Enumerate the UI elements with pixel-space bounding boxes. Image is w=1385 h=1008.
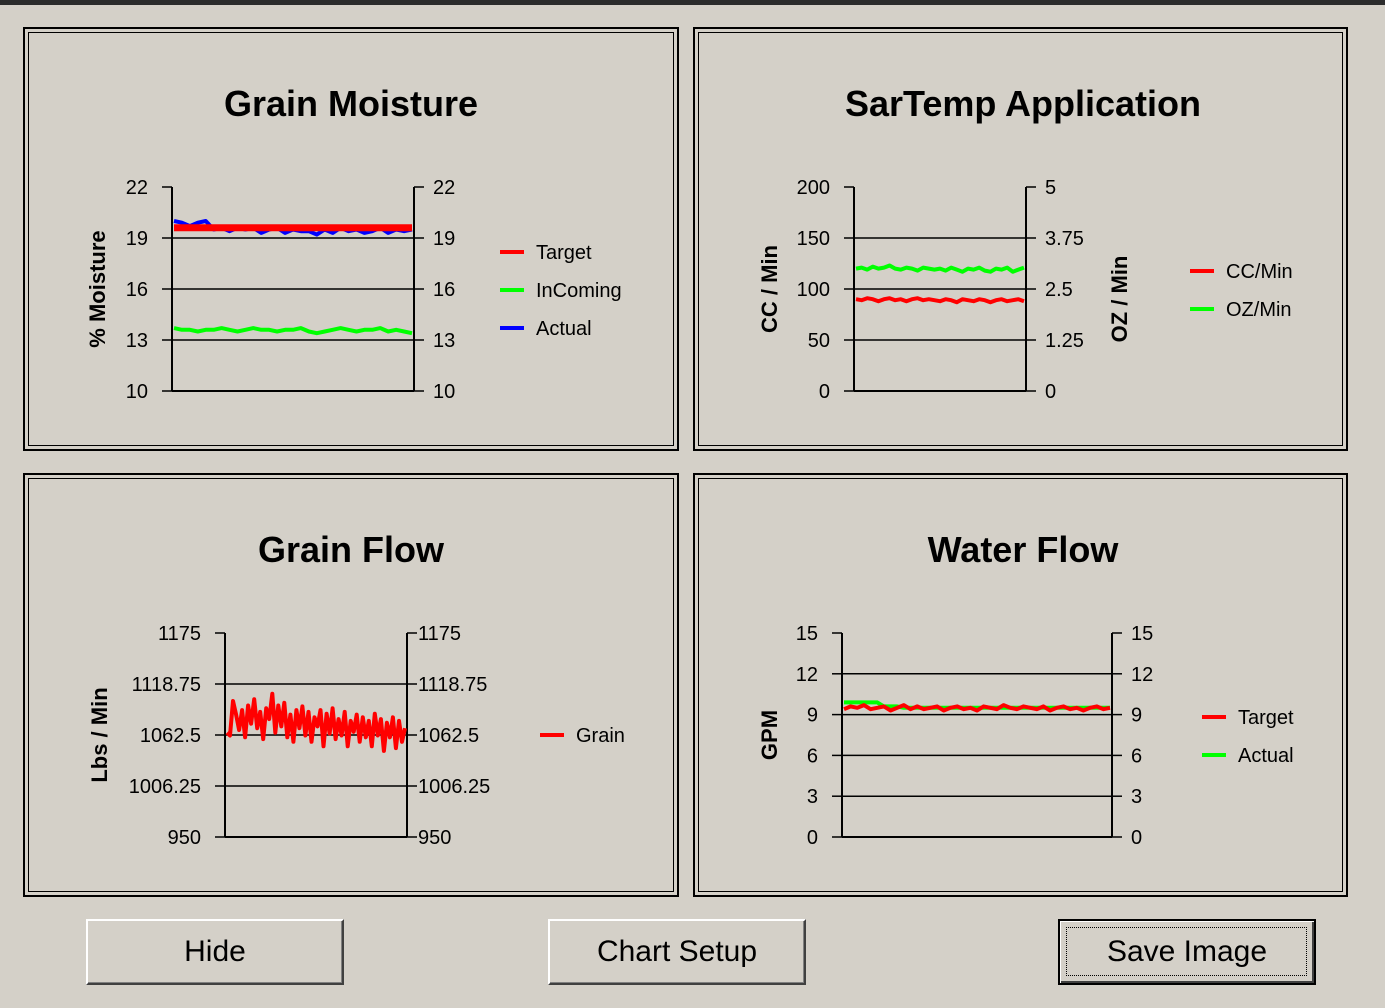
water-flow-tick-label-left: 0 xyxy=(807,827,818,849)
water-flow-tick-label-right: 15 xyxy=(1131,623,1153,645)
water-flow-tick-label-left: 15 xyxy=(796,623,818,645)
grain-flow-chart: Grain Flow 1175 1175 1118.75 1118.75 1062.5 10… xyxy=(87,529,625,849)
water-flow-title: Water Flow xyxy=(928,529,1120,570)
water-flow-chart: Water Flow 15 15 12 12 9 9 6 6 3 3 0 0 GPM Target Actua… xyxy=(757,529,1294,849)
grain-flow-series-grain xyxy=(225,691,407,753)
water-flow-ylabel: GPM xyxy=(757,710,782,760)
grain-flow-legend-label: Grain xyxy=(576,725,625,747)
sartemp-legend-label: CC/Min xyxy=(1226,261,1293,283)
water-flow-tick-label-right: 12 xyxy=(1131,664,1153,686)
grain-flow-ylabel: Lbs / Min xyxy=(87,687,112,782)
water-flow-tick-label-right: 0 xyxy=(1131,827,1142,849)
grain-moisture-plot: Grain Moisture 22 22 19 19 16 16 13 13 10 10 % Mois… xyxy=(85,83,622,403)
grain-moisture-tick-label-left: 13 xyxy=(126,330,148,352)
water-flow-tick-label-right: 3 xyxy=(1131,786,1142,808)
grain-flow-tick-label-left: 950 xyxy=(168,827,201,849)
grain-flow-tick-label-left: 1118.75 xyxy=(132,674,201,696)
sartemp-legend-label: OZ/Min xyxy=(1226,299,1292,321)
window-top-border xyxy=(0,0,1385,5)
sartemp-tick-label-left: 100 xyxy=(797,279,830,301)
sartemp-tick-label-right: 0 xyxy=(1045,381,1056,403)
sartemp-tick-label-right: 3.75 xyxy=(1045,228,1084,250)
grain-flow-tick-label-left: 1006.25 xyxy=(129,776,201,798)
water-flow-plot: Water Flow 15 15 12 12 9 9 6 6 3 3 0 0 GPM Target Actua… xyxy=(757,529,1294,849)
grain-moisture-tick-label-right: 19 xyxy=(433,228,455,250)
grain-moisture-title: Grain Moisture xyxy=(224,83,478,124)
sartemp-tick-label-right: 1.25 xyxy=(1045,330,1084,352)
grain-moisture-legend-label: InComing xyxy=(536,280,622,302)
sartemp-tick-label-left: 150 xyxy=(797,228,830,250)
water-flow-tick-label-left: 9 xyxy=(807,705,818,727)
water-flow-tick-label-left: 6 xyxy=(807,745,818,767)
grain-flow-plot: Grain Flow 1175 1175 1118.75 1118.75 1062.5 10… xyxy=(87,529,625,849)
grain-flow-tick-label-right: 1175 xyxy=(418,623,461,645)
sartemp-series-oz-min xyxy=(855,263,1025,274)
water-flow-series-target xyxy=(843,703,1111,713)
water-flow-panel: Water Flow 15 15 12 12 9 9 6 6 3 3 0 0 GPM Target Actua… xyxy=(693,473,1348,897)
water-flow-legend-label: Actual xyxy=(1238,745,1294,767)
save-image-label: Save Image xyxy=(1106,935,1268,968)
water-flow-tick-label-left: 3 xyxy=(807,786,818,808)
grain-flow-panel: Grain Flow 1175 1175 1118.75 1118.75 1062.5 10… xyxy=(23,473,679,897)
grain-moisture-tick-label-left: 10 xyxy=(126,381,148,403)
grain-moisture-tick-label-right: 22 xyxy=(433,177,455,199)
grain-flow-title: Grain Flow xyxy=(258,529,445,570)
grain-moisture-series-incoming xyxy=(173,326,413,336)
water-flow-legend-label: Target xyxy=(1238,707,1294,729)
sartemp-tick-label-left: 200 xyxy=(797,177,830,199)
sartemp-tick-label-right: 5 xyxy=(1045,177,1056,199)
hide-button[interactable]: Hide xyxy=(86,919,344,985)
sartemp-plot: SarTemp Application 200 5 150 3.75 100 2.5 50 1.… xyxy=(757,83,1293,403)
save-image-button[interactable]: Save Image xyxy=(1058,919,1316,985)
sartemp-tick-label-right: 2.5 xyxy=(1045,279,1073,301)
sartemp-ylabel-right: OZ / Min xyxy=(1107,256,1132,343)
grain-flow-tick-label-left: 1175 xyxy=(158,623,201,645)
water-flow-tick-label-right: 6 xyxy=(1131,745,1142,767)
grain-moisture-tick-label-right: 10 xyxy=(433,381,455,403)
sartemp-title: SarTemp Application xyxy=(845,83,1201,124)
grain-flow-tick-label-right: 1006.25 xyxy=(418,776,490,798)
water-flow-tick-label-right: 9 xyxy=(1131,705,1142,727)
sartemp-tick-label-left: 50 xyxy=(808,330,830,352)
grain-flow-tick-label-right: 1062.5 xyxy=(418,725,479,747)
sartemp-ylabel: CC / Min xyxy=(757,245,782,333)
sartemp-application-panel: SarTemp Application 200 5 150 3.75 100 2.5 50 1.… xyxy=(693,27,1348,451)
grain-moisture-tick-label-left: 16 xyxy=(126,279,148,301)
grain-flow-tick-label-right: 1118.75 xyxy=(418,674,487,696)
sartemp-tick-label-left: 0 xyxy=(819,381,830,403)
sartemp-series-cc-min xyxy=(855,296,1025,305)
sartemp-application-chart: SarTemp Application 200 5 150 3.75 100 2.5 50 1.… xyxy=(757,83,1293,403)
grain-moisture-panel: Grain Moisture 22 22 19 19 16 16 13 13 10 10 % Mois… xyxy=(23,27,679,451)
grain-moisture-tick-label-right: 16 xyxy=(433,279,455,301)
grain-moisture-ylabel: % Moisture xyxy=(85,230,110,347)
grain-moisture-tick-label-left: 19 xyxy=(126,228,148,250)
grain-moisture-tick-label-left: 22 xyxy=(126,177,148,199)
grain-moisture-tick-label-right: 13 xyxy=(433,330,455,352)
grain-moisture-legend-label: Target xyxy=(536,242,592,264)
grain-flow-tick-label-left: 1062.5 xyxy=(140,725,201,747)
grain-moisture-legend-label: Actual xyxy=(536,318,592,340)
grain-moisture-chart: Grain Moisture 22 22 19 19 16 16 13 13 10 10 % Mois… xyxy=(85,83,622,403)
grain-flow-tick-label-right: 950 xyxy=(418,827,451,849)
chart-setup-button[interactable]: Chart Setup xyxy=(548,919,806,985)
water-flow-tick-label-left: 12 xyxy=(796,664,818,686)
